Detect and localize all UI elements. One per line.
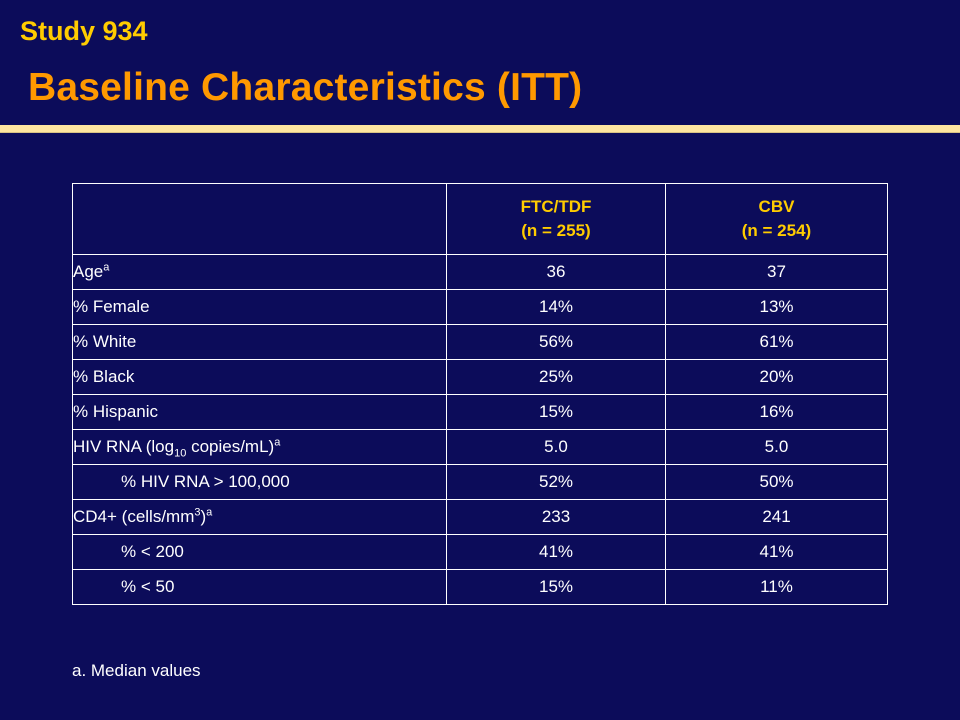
column-header-n: (n = 255)	[521, 221, 591, 240]
cell-ftc-tdf: 15%	[446, 569, 666, 605]
table-row: % Black 25% 20%	[72, 359, 888, 395]
cell-cbv: 13%	[665, 289, 888, 325]
row-label-cd4: CD4+ (cells/mm3)a	[72, 499, 447, 535]
column-header-name: FTC/TDF	[520, 197, 592, 216]
table-row: HIV RNA (log10 copies/mL)a 5.0 5.0	[72, 429, 888, 465]
title-divider	[0, 125, 960, 132]
row-label-female: % Female	[72, 289, 447, 325]
study-label: Study 934	[20, 16, 148, 46]
column-header-ftc-tdf: FTC/TDF (n = 255)	[446, 183, 666, 255]
cell-cbv: 241	[665, 499, 888, 535]
baseline-table: FTC/TDF (n = 255) CBV (n = 254) Agea 36 …	[72, 183, 888, 605]
table-row: % < 200 41% 41%	[72, 534, 888, 570]
table-row: % < 50 15% 11%	[72, 569, 888, 605]
table-header-row: FTC/TDF (n = 255) CBV (n = 254)	[72, 183, 888, 255]
cell-ftc-tdf: 233	[446, 499, 666, 535]
cell-cbv: 50%	[665, 464, 888, 500]
page-title: Baseline Characteristics (ITT)	[28, 66, 583, 109]
row-label-black: % Black	[72, 359, 447, 395]
cell-cbv: 20%	[665, 359, 888, 395]
table-row: Agea 36 37	[72, 254, 888, 290]
row-label-hispanic: % Hispanic	[72, 394, 447, 430]
column-header-name: CBV	[758, 197, 795, 216]
row-label-cd4-under-200: % < 200	[72, 534, 447, 570]
cell-ftc-tdf: 5.0	[446, 429, 666, 465]
row-label-cd4-under-50: % < 50	[72, 569, 447, 605]
cell-ftc-tdf: 14%	[446, 289, 666, 325]
cell-ftc-tdf: 41%	[446, 534, 666, 570]
cell-cbv: 61%	[665, 324, 888, 360]
cell-cbv: 5.0	[665, 429, 888, 465]
cell-ftc-tdf: 52%	[446, 464, 666, 500]
cell-cbv: 37	[665, 254, 888, 290]
cell-ftc-tdf: 15%	[446, 394, 666, 430]
cell-cbv: 41%	[665, 534, 888, 570]
cell-ftc-tdf: 36	[446, 254, 666, 290]
table-corner-cell	[72, 183, 447, 255]
table-row: CD4+ (cells/mm3)a 233 241	[72, 499, 888, 535]
title-divider-shadow	[0, 132, 960, 133]
table-row: % Hispanic 15% 16%	[72, 394, 888, 430]
table-row: % Female 14% 13%	[72, 289, 888, 325]
row-label-hiv-rna-over-100000: % HIV RNA > 100,000	[72, 464, 447, 500]
row-label-white: % White	[72, 324, 447, 360]
column-header-n: (n = 254)	[741, 221, 812, 240]
cell-ftc-tdf: 25%	[446, 359, 666, 395]
column-header-cbv: CBV (n = 254)	[665, 183, 888, 255]
row-label-hiv-rna: HIV RNA (log10 copies/mL)a	[72, 429, 447, 465]
table-row: % White 56% 61%	[72, 324, 888, 360]
footnote: a. Median values	[72, 661, 201, 680]
cell-cbv: 16%	[665, 394, 888, 430]
row-label-age: Agea	[72, 254, 447, 290]
cell-cbv: 11%	[665, 569, 888, 605]
table-row: % HIV RNA > 100,000 52% 50%	[72, 464, 888, 500]
cell-ftc-tdf: 56%	[446, 324, 666, 360]
